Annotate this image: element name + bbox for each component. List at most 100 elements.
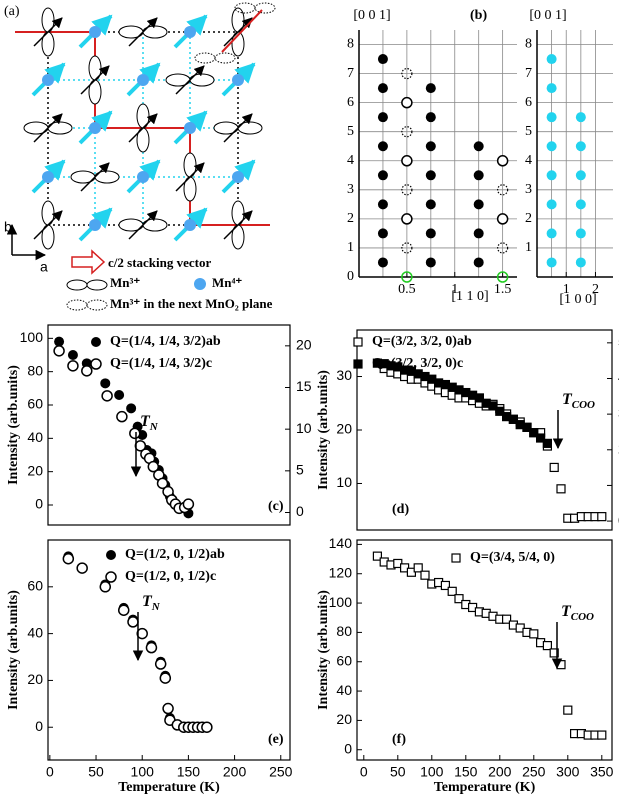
data-point [473, 170, 484, 181]
spin-arrow [128, 113, 158, 143]
mn4-site [42, 171, 54, 183]
spin-arrow [33, 210, 63, 240]
x-tick-label: 1.5 [494, 282, 512, 297]
data-point [425, 228, 436, 239]
data-point [401, 213, 413, 225]
annotation-main: T [562, 391, 573, 408]
mn4-site [42, 74, 54, 86]
axis-label: a [40, 259, 48, 275]
data-point [401, 67, 413, 80]
x-tick-label: 100 [420, 764, 444, 780]
data-point [377, 199, 388, 210]
legend-marker [105, 571, 117, 583]
legend-text: Mn⁴⁺ [212, 275, 242, 290]
spin-arrow [223, 17, 253, 47]
y-tick-label: 2 [525, 211, 532, 226]
x-tick-label: 50 [390, 764, 406, 780]
x-tick-label: 100 [131, 764, 155, 780]
y-tick-label: 20 [336, 421, 352, 437]
data-point [162, 702, 174, 715]
data-point [126, 403, 137, 414]
plot-frame [47, 324, 291, 526]
data-point [401, 271, 413, 283]
axis-title: [0 0 1] [529, 8, 566, 23]
y-axis-label: Intensity (arb.units) [6, 365, 21, 485]
plot-frame [356, 539, 613, 761]
y-tick-label: 1 [347, 240, 354, 255]
next-plane-lobe [214, 52, 236, 64]
data-point [156, 477, 169, 490]
data-point [401, 242, 413, 254]
spin-arrow [223, 210, 253, 240]
data-point [154, 658, 167, 670]
data-point [546, 112, 557, 123]
annotation: TCOO [561, 603, 594, 623]
y2-tick-label: 0 [296, 503, 304, 519]
data-point [496, 155, 509, 167]
x-axis-label: Temperature (K) [434, 780, 536, 795]
data-point [425, 112, 436, 123]
y-tick-label: 0 [344, 740, 352, 756]
x-tick-label: 150 [177, 764, 201, 780]
data-point [54, 336, 65, 347]
legend-label: Q=(1/2, 0, 1/2)ab [125, 547, 225, 562]
annotation-main: T [561, 603, 572, 620]
annotation-main: T [142, 593, 153, 610]
annotation: TN [140, 413, 159, 433]
data-point [529, 428, 539, 438]
data-point [145, 641, 158, 654]
y-tick-label: 8 [525, 37, 532, 52]
x-tick-label: 200 [488, 764, 512, 780]
y-tick-label: 3 [347, 182, 354, 197]
data-point [377, 54, 388, 65]
y-tick-label: 6 [525, 95, 532, 110]
data-point [542, 438, 553, 448]
annotation-sub: COO [572, 399, 595, 411]
data-point [473, 141, 484, 152]
x-tick-label: 300 [556, 764, 580, 780]
y-axis-label: Intensity (arb.units) [316, 370, 331, 490]
y-tick-label: 5 [347, 124, 354, 139]
x-tick-label: 0 [360, 764, 368, 780]
data-point [147, 460, 160, 473]
y-tick-label: 7 [347, 66, 354, 81]
axis-title: [1 0 0] [559, 292, 596, 307]
data-point [447, 586, 457, 596]
y-axis-label: Intensity (arb.units) [6, 590, 21, 710]
data-point [496, 271, 509, 283]
data-point [474, 393, 484, 403]
data-point [549, 648, 559, 658]
data-point [546, 199, 557, 210]
data-point [575, 257, 586, 268]
data-point [546, 83, 557, 94]
y-tick-label: 100 [20, 329, 44, 345]
data-point [575, 141, 586, 152]
legend-label: Q=(1/4, 1/4, 3/2)c [110, 356, 212, 371]
y-tick-label: 0 [35, 496, 43, 512]
annotation-sub: N [151, 601, 161, 613]
spin-arrow [80, 65, 110, 95]
x-tick-label: 350 [590, 764, 614, 780]
data-point [401, 96, 413, 109]
data-point [563, 705, 573, 715]
panel-label: (d) [392, 502, 409, 517]
y-tick-label: 0 [347, 269, 354, 284]
data-point [546, 170, 557, 181]
mn4-site [232, 74, 244, 86]
y-tick-label: 140 [329, 535, 353, 551]
annotation: TCOO [562, 391, 595, 411]
data-point [535, 433, 546, 443]
y-tick-label: 20 [27, 462, 43, 478]
plot-frame [356, 329, 613, 531]
data-point [377, 141, 388, 152]
x-tick-label: 150 [454, 764, 478, 780]
next-plane-lobe [194, 52, 216, 64]
legend-marker [353, 337, 363, 347]
y-tick-label: 3 [525, 182, 532, 197]
annotation-main: T [140, 413, 151, 430]
panel-label: (c) [268, 499, 284, 514]
y-tick-label: 100 [329, 594, 353, 610]
legend-lobe [86, 279, 108, 291]
data-point [117, 604, 130, 616]
data-point [546, 257, 557, 268]
